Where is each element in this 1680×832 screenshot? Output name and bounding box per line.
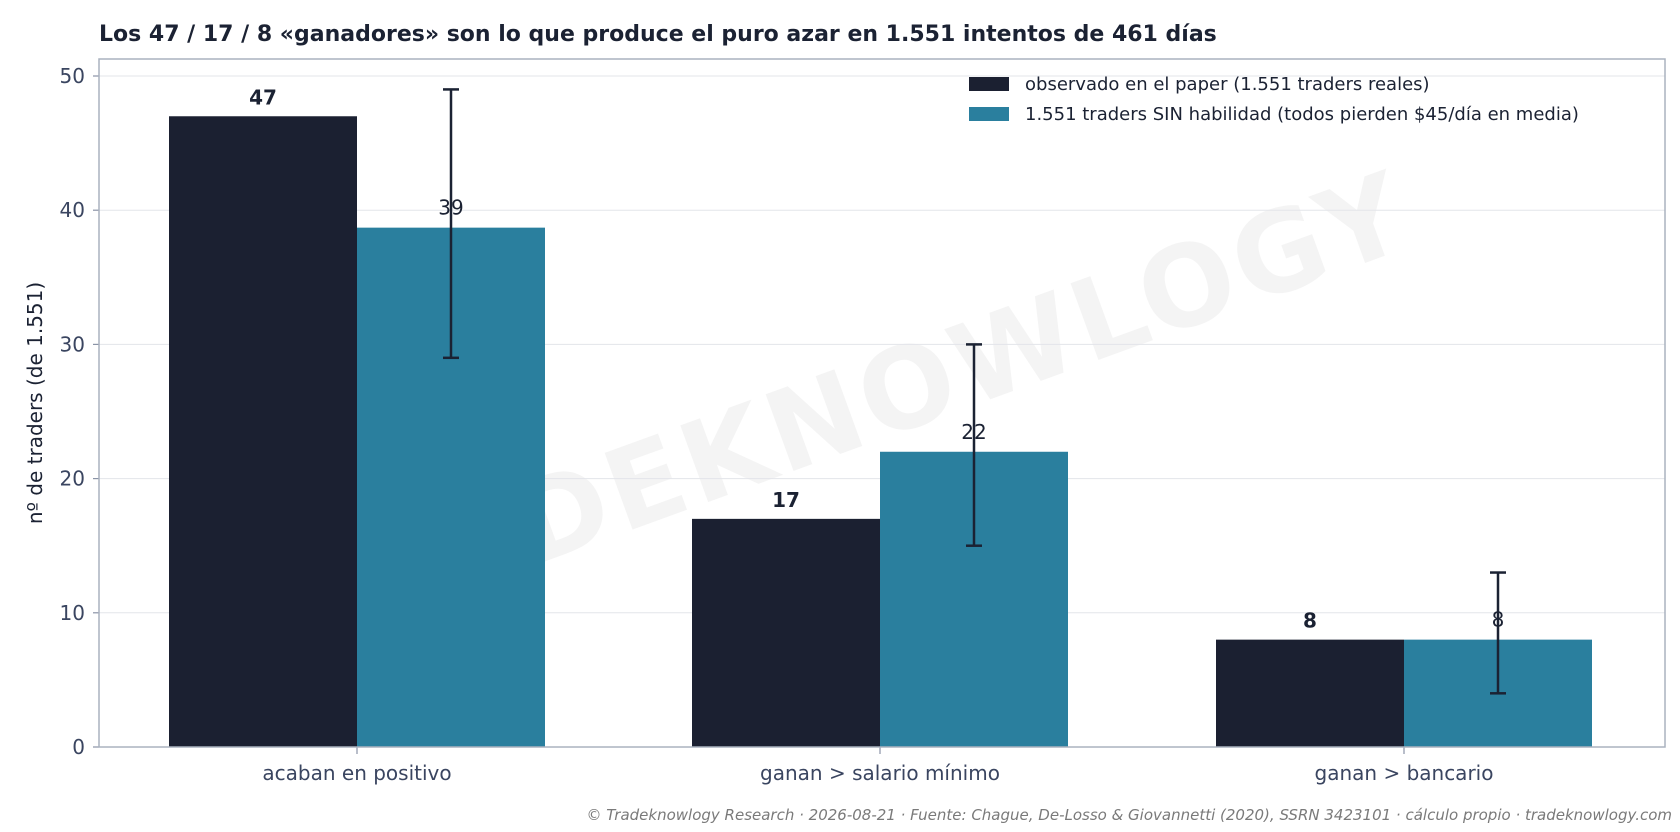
category-label: ganan > salario mínimo <box>760 761 1000 785</box>
y-axis-title: nº de traders (de 1.551) <box>23 282 47 524</box>
legend-entry: observado en el paper (1.551 traders rea… <box>1025 74 1430 95</box>
y-tick-label: 40 <box>60 198 85 222</box>
y-tick-label: 20 <box>60 467 85 491</box>
value-labels: 47 39 17 22 8 8 <box>249 85 1504 632</box>
value-label-random: 22 <box>961 420 986 444</box>
bar-observed-2 <box>1216 639 1404 747</box>
chart-title: Los 47 / 17 / 8 «ganadores» son lo que p… <box>99 22 1217 47</box>
y-tick-label: 30 <box>60 332 85 356</box>
y-tick-label: 0 <box>72 735 85 759</box>
y-tick-label: 10 <box>60 601 85 625</box>
value-label-random: 8 <box>1492 608 1505 632</box>
bar-observed-1 <box>692 518 880 747</box>
category-label: ganan > bancario <box>1315 761 1494 785</box>
footer-credits: © Tradeknowlogy Research · 2026-08-21 · … <box>586 806 1672 824</box>
y-tick-label: 50 <box>60 64 85 88</box>
value-label-observed: 8 <box>1303 609 1317 633</box>
value-label-observed: 17 <box>772 488 800 512</box>
value-label-random: 39 <box>438 196 463 220</box>
plot-frame <box>98 58 1666 748</box>
legend-swatch <box>969 107 1009 121</box>
legend-entry: 1.551 traders SIN habilidad (todos pierd… <box>1025 104 1579 125</box>
bars <box>169 116 1592 747</box>
bar-observed-0 <box>169 116 357 747</box>
legend: observado en el paper (1.551 traders rea… <box>969 74 1579 125</box>
value-label-observed: 47 <box>249 85 277 109</box>
axes: 0 10 20 30 40 50 acaban en positivo ganan > sal… <box>23 58 1666 785</box>
error-bars <box>443 88 1506 695</box>
legend-swatch <box>969 77 1009 91</box>
category-label: acaban en positivo <box>262 761 451 785</box>
